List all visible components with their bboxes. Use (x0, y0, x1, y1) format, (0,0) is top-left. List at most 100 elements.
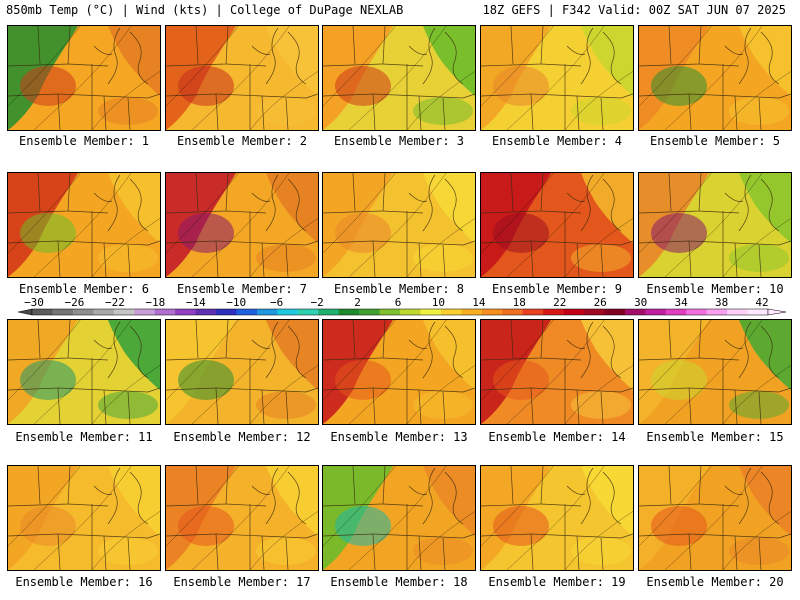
colorbar-tick-label: −30 (24, 296, 44, 309)
colorbar-swatch (72, 309, 94, 315)
colorbar-tick-label: 38 (715, 296, 728, 309)
colorbar-tick-label: 10 (432, 296, 445, 309)
colorbar-swatch (665, 309, 687, 315)
colorbar-max-arrow (767, 308, 787, 316)
ensemble-member-label-15: Ensemble Member: 15 (646, 430, 784, 444)
colorbar-swatch (727, 309, 748, 315)
ensemble-member-map-20 (638, 465, 792, 571)
ensemble-member-map-15 (638, 319, 792, 425)
ensemble-member-map-3 (322, 25, 476, 131)
colorbar-tick-label: −6 (270, 296, 283, 309)
colorbar-tick-label: 26 (594, 296, 607, 309)
colorbar-swatch (461, 309, 483, 315)
colorbar-swatch (277, 309, 299, 315)
ensemble-member-label-4: Ensemble Member: 4 (491, 134, 623, 148)
colorbar-tick-label: −22 (105, 296, 125, 309)
ensemble-member-label-1: Ensemble Member: 1 (18, 134, 150, 148)
ensemble-member-map-7 (165, 172, 319, 278)
ensemble-member-map-2 (165, 25, 319, 131)
ensemble-member-label-16: Ensemble Member: 16 (15, 575, 153, 589)
colorbar-swatch (216, 309, 237, 315)
colorbar-swatch (420, 309, 442, 315)
ensemble-member-label-2: Ensemble Member: 2 (176, 134, 308, 148)
ensemble-member-map-14 (480, 319, 634, 425)
colorbar-swatch (32, 309, 53, 315)
ensemble-member-map-1 (7, 25, 161, 131)
colorbar-swatch (686, 309, 707, 315)
colorbar-swatch (297, 309, 319, 315)
colorbar-tick-label: 30 (634, 296, 647, 309)
colorbar-swatch (563, 309, 585, 315)
ensemble-member-map-16 (7, 465, 161, 571)
ensemble-member-label-18: Ensemble Member: 18 (330, 575, 468, 589)
ensemble-member-map-6 (7, 172, 161, 278)
ensemble-member-map-8 (322, 172, 476, 278)
colorbar-swatch (113, 309, 135, 315)
ensemble-member-map-9 (480, 172, 634, 278)
colorbar-tick-label: −18 (145, 296, 165, 309)
ensemble-member-map-10 (638, 172, 792, 278)
ensemble-member-label-8: Ensemble Member: 8 (333, 282, 465, 296)
colorbar-swatch (502, 309, 523, 315)
colorbar-tick-label: −14 (186, 296, 206, 309)
ensemble-member-label-5: Ensemble Member: 5 (649, 134, 781, 148)
colorbar-swatch (645, 309, 667, 315)
colorbar-tick-label: −26 (64, 296, 84, 309)
colorbar-swatch (359, 309, 380, 315)
colorbar-tick-label: 34 (674, 296, 688, 309)
ensemble-member-label-3: Ensemble Member: 3 (333, 134, 465, 148)
colorbar-tick-label: 14 (472, 296, 486, 309)
colorbar-swatch (154, 309, 176, 315)
ensemble-member-map-4 (480, 25, 634, 131)
ensemble-member-label-10: Ensemble Member: 10 (646, 282, 784, 296)
colorbar-swatch (604, 309, 626, 315)
colorbar-swatch (706, 309, 728, 315)
temperature-colorbar: −30 −26 −22 −18 −14 −10 −6 −2 2 6 10 14 18 22 26 30 34 38… (18, 296, 788, 318)
ensemble-member-map-11 (7, 319, 161, 425)
colorbar-tick-label: −10 (226, 296, 246, 309)
colorbar-swatch (318, 309, 339, 315)
ensemble-member-label-17: Ensemble Member: 17 (173, 575, 311, 589)
colorbar-swatch (195, 309, 217, 315)
ensemble-member-label-12: Ensemble Member: 12 (173, 430, 311, 444)
ensemble-member-map-17 (165, 465, 319, 571)
colorbar-tick-label: 22 (553, 296, 566, 309)
header-valid-time: 18Z GEFS | F342 Valid: 00Z SAT JUN 07 20… (482, 3, 786, 17)
colorbar-tick-label: 42 (755, 296, 768, 309)
ensemble-member-map-19 (480, 465, 634, 571)
colorbar-swatch (175, 309, 196, 315)
ensemble-member-map-13 (322, 319, 476, 425)
ensemble-member-label-14: Ensemble Member: 14 (488, 430, 626, 444)
colorbar-swatch (481, 309, 503, 315)
colorbar-tick-label: 2 (354, 296, 361, 309)
colorbar-swatch (134, 309, 155, 315)
ensemble-member-label-11: Ensemble Member: 11 (15, 430, 153, 444)
colorbar-min-arrow (18, 308, 33, 316)
colorbar-tick-label: 6 (395, 296, 402, 309)
ensemble-member-label-7: Ensemble Member: 7 (176, 282, 308, 296)
ensemble-member-label-9: Ensemble Member: 9 (491, 282, 623, 296)
header-title: 850mb Temp (°C) | Wind (kts) | College o… (6, 3, 404, 17)
colorbar-swatch (584, 309, 605, 315)
ensemble-member-label-13: Ensemble Member: 13 (330, 430, 468, 444)
colorbar-swatch (522, 309, 544, 315)
ensemble-member-label-20: Ensemble Member: 20 (646, 575, 784, 589)
ensemble-member-label-19: Ensemble Member: 19 (488, 575, 626, 589)
ensemble-member-map-12 (165, 319, 319, 425)
colorbar-swatch (379, 309, 401, 315)
colorbar-swatch (236, 309, 258, 315)
colorbar-swatch (543, 309, 564, 315)
colorbar-swatch (93, 309, 115, 315)
colorbar-tick-label: 18 (513, 296, 526, 309)
colorbar-swatch (338, 309, 360, 315)
colorbar-swatch (400, 309, 421, 315)
ensemble-member-label-6: Ensemble Member: 6 (18, 282, 150, 296)
colorbar-swatch (440, 309, 462, 315)
colorbar-tick-label: −2 (310, 296, 323, 309)
colorbar-swatch (256, 309, 278, 315)
colorbar-swatch (52, 309, 74, 315)
ensemble-member-map-5 (638, 25, 792, 131)
colorbar-swatch (624, 309, 646, 315)
colorbar-swatch (747, 309, 769, 315)
ensemble-member-map-18 (322, 465, 476, 571)
